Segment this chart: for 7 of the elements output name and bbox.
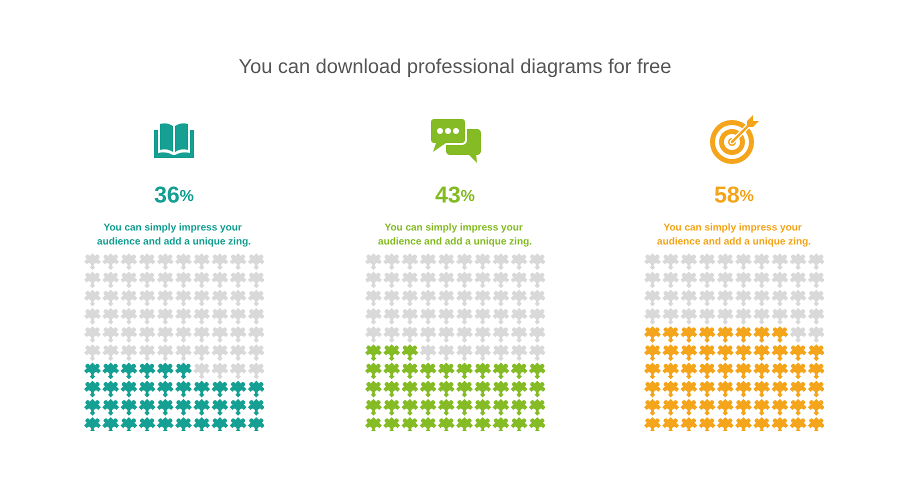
text: You can simply impress your audience and add a unique zing. xyxy=(657,222,812,248)
text: You can simply impress your audience and add a unique zing. xyxy=(378,222,532,248)
data-label: 43% xyxy=(435,182,475,208)
text: You can download professional diagrams for free xyxy=(238,56,672,78)
text: You can simply impress your audience and add a unique zing. xyxy=(97,222,252,248)
data-label: 36% xyxy=(154,182,194,208)
data-label: 58% xyxy=(714,182,754,208)
